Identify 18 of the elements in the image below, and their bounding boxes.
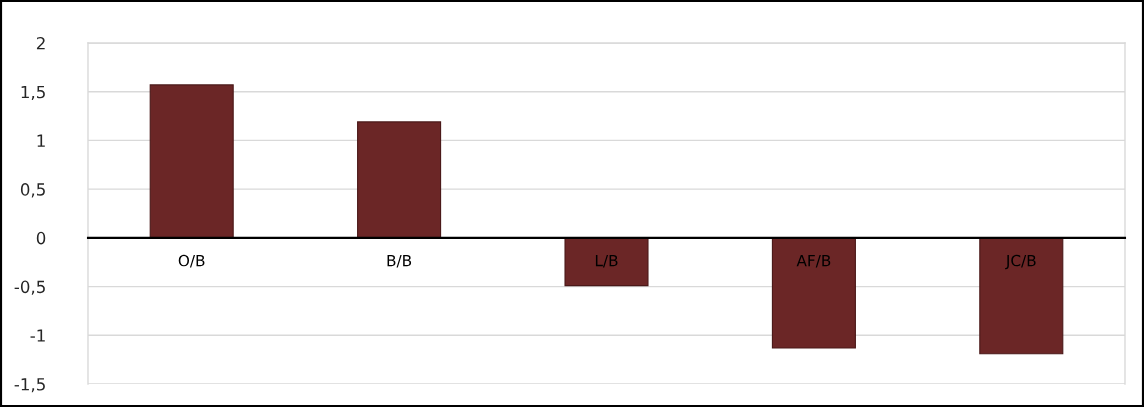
y-tick-label: -1,5 [14, 378, 45, 393]
bar [149, 84, 234, 239]
bar [771, 237, 856, 349]
y-tick-label: 2 [36, 36, 45, 50]
x-tick-label: O/B [178, 254, 205, 268]
bar [357, 121, 442, 239]
x-tick-label: AF/B [796, 254, 831, 268]
x-tick-label: JC/B [1005, 254, 1036, 270]
bar [979, 237, 1064, 355]
x-tick-label: L/B [595, 254, 618, 268]
y-tick-label: 1,5 [21, 85, 45, 100]
y-tick-label: 0,5 [20, 183, 45, 198]
y-tick-label: 1 [37, 134, 45, 147]
bar [564, 237, 649, 287]
y-tick-label: -1 [30, 329, 45, 342]
y-tick-label: -0,5 [14, 280, 45, 295]
x-tick-label: B/B [387, 254, 412, 268]
y-tick-label: 0 [36, 231, 46, 245]
